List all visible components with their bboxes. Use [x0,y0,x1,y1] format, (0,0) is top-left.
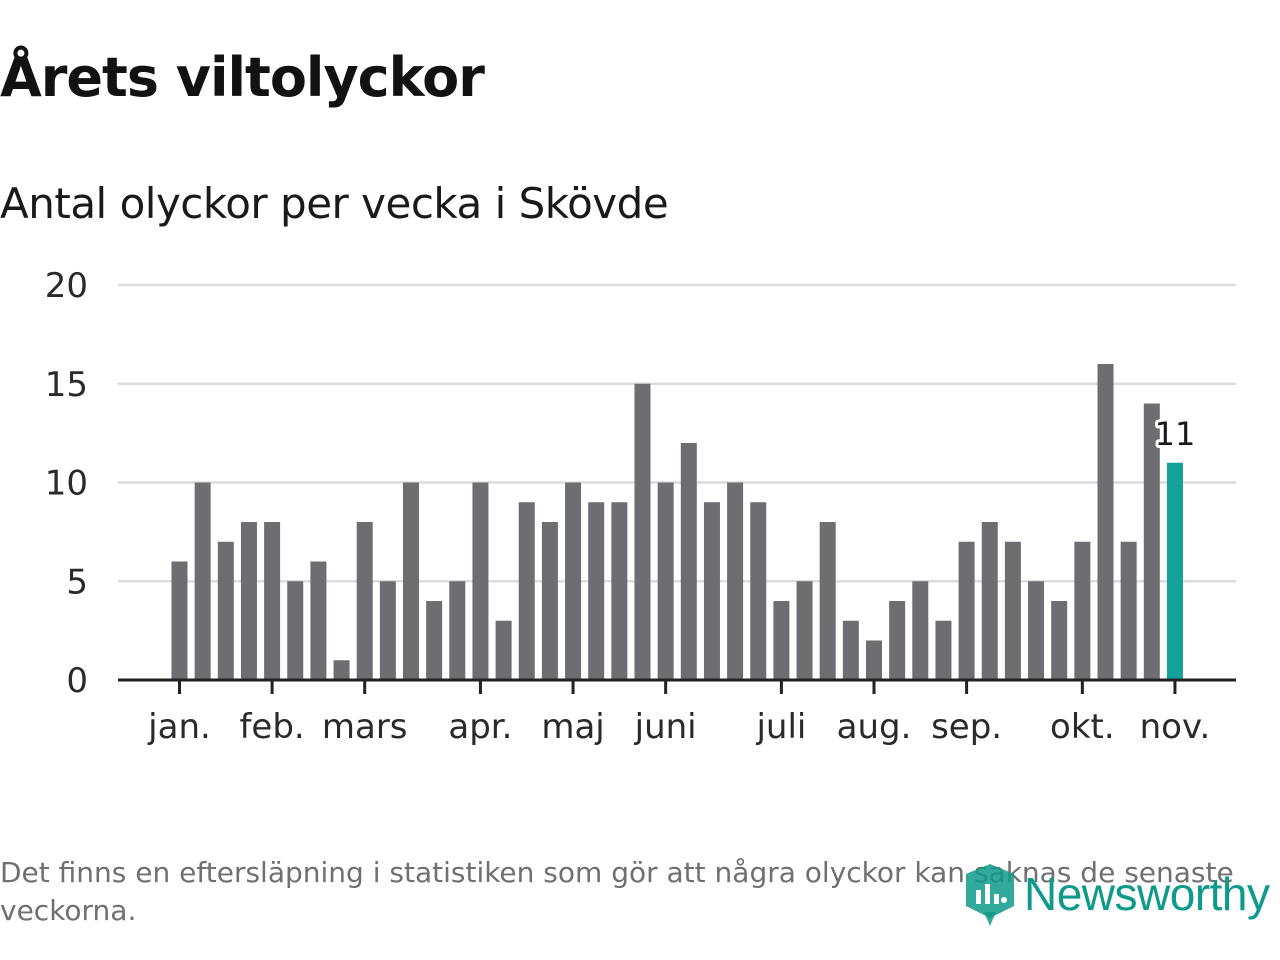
bar [981,522,998,680]
bar [1120,541,1137,680]
bar [958,541,975,680]
newsworthy-logo-icon [966,864,1014,926]
chart-subtitle: Antal olyckor per vecka i Skövde [0,179,669,228]
x-tick-label: sep. [931,707,1002,747]
bar [565,482,582,680]
x-tick-label: juli [755,707,806,747]
bar [1074,541,1091,680]
bar [727,482,744,680]
bar [264,522,281,680]
x-tick-label: mars [322,707,408,747]
bar [912,581,929,680]
bar [680,443,697,680]
bars [171,364,1183,680]
bar [495,620,512,680]
x-tick-label: aug. [837,707,912,747]
bar [1028,581,1045,680]
y-tick-label: 10 [45,464,88,504]
chart-title: Årets viltolyckor [0,46,485,109]
newsworthy-logo: Newsworthy [964,860,1270,928]
bar [403,482,419,680]
x-tick-label: maj [541,707,604,747]
bar [356,522,373,680]
bar [866,640,882,680]
bar [379,581,396,680]
bar [426,601,443,680]
bar [657,482,674,680]
x-tick-label: nov. [1140,707,1211,747]
bar [1051,601,1068,680]
bar [611,502,628,680]
y-tick-label: 5 [66,562,88,602]
bar [240,522,257,680]
x-tick-label: jan. [147,707,211,747]
y-tick-label: 0 [66,661,88,701]
bar [773,601,790,680]
bar [287,581,304,680]
x-tick-label: juni [634,707,697,747]
bar [449,581,466,680]
bar-chart: 0 5 10 15 20 jan. feb. mars apr. maj juni juli aug.… [45,266,1236,747]
bar [541,522,558,680]
x-axis: jan. feb. mars apr. maj juni juli aug. sep. okt. n… [118,678,1236,747]
x-tick-label: feb. [239,707,304,747]
bar [588,502,605,680]
bar [472,482,489,680]
bar [1143,403,1160,680]
x-tick-label: apr. [448,707,512,747]
bar [1097,364,1114,680]
bar [171,561,188,680]
footnote: Det finns en eftersläpning i statistiken… [0,856,1234,927]
bar [518,502,535,680]
bar [796,581,813,680]
bar [703,502,720,680]
x-tick-label: okt. [1050,707,1115,747]
gridlines [118,283,1236,583]
bar [194,482,211,680]
bar [634,383,651,680]
bar [310,561,327,680]
bar [1004,541,1021,680]
logo-text: Newsworthy [1024,868,1270,920]
bar [819,522,836,680]
y-axis-ticks: 0 5 10 15 20 [45,266,88,701]
bar [842,620,859,680]
y-tick-label: 15 [45,365,88,405]
bar [750,502,767,680]
bar [333,660,350,680]
highlight-value-label: 11 [1155,415,1196,453]
bar [889,601,906,680]
data-labels: 11 [1152,412,1199,456]
bar-highlight [1166,462,1183,680]
y-tick-label: 20 [45,266,88,306]
bar [217,541,234,680]
bar [935,620,952,680]
